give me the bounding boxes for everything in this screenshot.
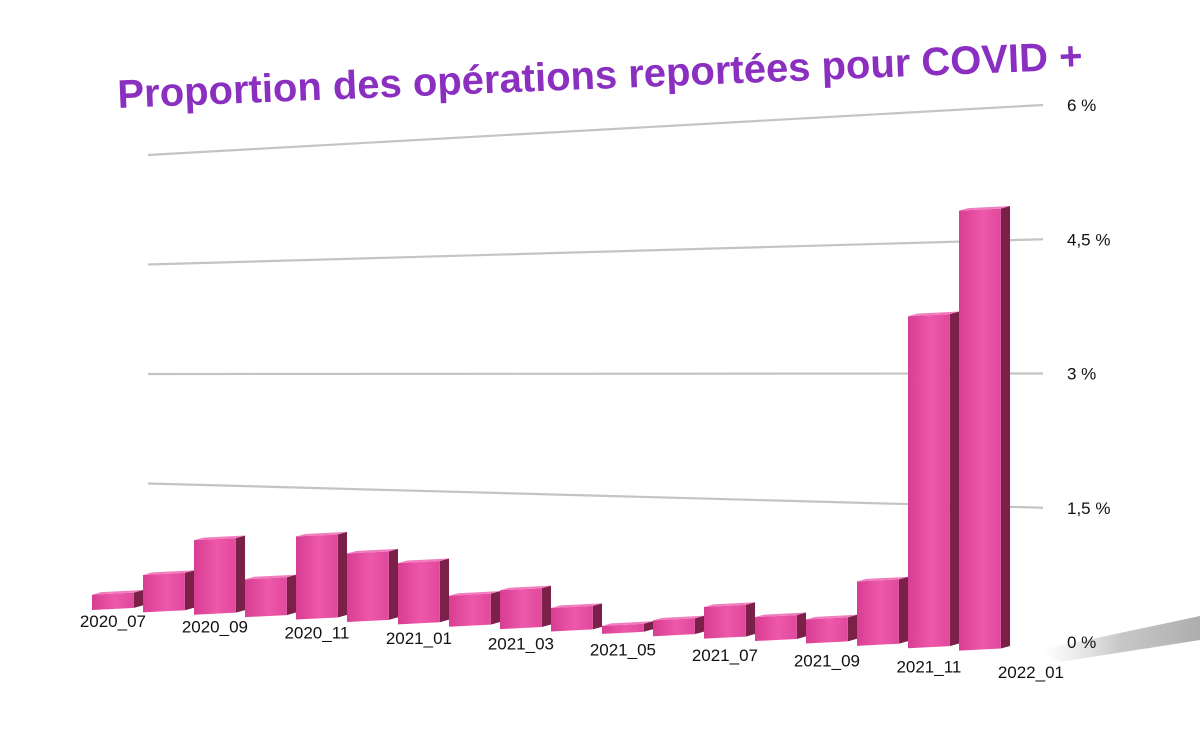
bar-side [592, 603, 603, 630]
x-axis-ticks: 2020_07 2020_09 2020_11 2021_01 2021_03 2021_… [80, 612, 1064, 682]
gridline [147, 482, 1044, 509]
x-tick-label: 2020_09 [182, 618, 248, 637]
bar-top [398, 558, 450, 564]
bar-front [92, 592, 134, 610]
bar-front [653, 618, 695, 637]
gridline [147, 103, 1044, 157]
bar-side [796, 612, 807, 639]
x-tick-label: 2021_01 [386, 629, 452, 648]
y-tick-label: 0 % [1067, 633, 1096, 652]
bar-top [653, 615, 705, 621]
bar-side [133, 590, 144, 608]
bar-2021_09 [806, 614, 858, 644]
bar-front [449, 593, 491, 627]
bar-side [643, 621, 654, 632]
x-tick-label: 2021_03 [488, 635, 554, 654]
bar-2021_10 [857, 576, 909, 646]
bar-top [806, 614, 858, 620]
bar-front [347, 551, 389, 622]
bar-top [959, 205, 1011, 211]
bar-2020_07 [92, 590, 144, 610]
bar-top [704, 602, 756, 607]
bar-2020_10 [245, 574, 297, 618]
x-tick-label: 2021_11 [896, 657, 961, 676]
bar-2020_08 [143, 570, 195, 613]
bar-front [704, 604, 746, 639]
bar-top [602, 621, 654, 626]
bar-side [490, 591, 501, 625]
x-tick-label: 2021_09 [794, 652, 860, 671]
bar-front [857, 579, 899, 646]
bar-2020_11 [296, 531, 348, 620]
bar-front [755, 615, 797, 642]
bar-side [286, 574, 297, 616]
x-tick-label: 2022_01 [998, 663, 1064, 682]
bar-front [398, 561, 440, 625]
bar-front [551, 605, 593, 632]
bars [92, 205, 1011, 651]
bar-top [500, 585, 552, 591]
bar-side [337, 531, 348, 618]
bar-top [449, 591, 501, 596]
bar-top [143, 570, 195, 575]
bar-front [602, 623, 644, 634]
bar-front [908, 314, 950, 649]
y-tick-label: 3 % [1067, 365, 1096, 384]
bar-front [296, 534, 338, 620]
bar-top [755, 612, 807, 618]
bar-side [184, 570, 195, 611]
bar-2021_12 [959, 205, 1011, 651]
bar-side [235, 535, 246, 613]
x-tick-label: 2021_05 [590, 640, 656, 659]
y-axis-ticks: 0 % 1,5 % 3 % 4,5 % 6 % [1067, 96, 1110, 652]
bar-top [857, 576, 909, 582]
gridline [147, 238, 1044, 266]
bar-front [143, 572, 185, 613]
bar-side [898, 576, 909, 644]
bar-2021_03 [500, 585, 552, 630]
bar-top [908, 311, 960, 317]
bar-front [806, 617, 848, 644]
bar-front [245, 577, 287, 618]
bar-2020_09 [194, 535, 246, 615]
x-tick-label: 2021_07 [692, 646, 758, 665]
bar-side [949, 311, 960, 647]
bar-top [551, 603, 603, 608]
bar-2021_01 [398, 558, 450, 625]
gridline [147, 372, 1044, 376]
y-tick-label: 1,5 % [1067, 499, 1110, 518]
bar-2021_06 [653, 615, 705, 637]
bar-side [694, 615, 705, 635]
bar-top [92, 590, 144, 595]
bar-side [745, 602, 756, 637]
bar-2021_11 [908, 311, 960, 649]
floor-shadow [1040, 616, 1200, 662]
y-tick-label: 6 % [1067, 96, 1096, 115]
bar-top [194, 535, 246, 541]
bar-front [500, 588, 542, 630]
x-tick-label: 2020_11 [284, 623, 349, 642]
bar-side [847, 614, 858, 642]
bar-2021_04 [551, 603, 603, 632]
bar-top [347, 548, 399, 554]
chart-title: Proportion des opérations reportées pour… [117, 34, 1084, 117]
bar-top [245, 574, 297, 580]
bar-side [388, 548, 399, 620]
bar-2020_12 [347, 548, 399, 622]
grid-lines [147, 103, 1044, 509]
bar-side [439, 558, 450, 623]
bar-front [959, 208, 1001, 651]
bar-side [1000, 205, 1011, 649]
bar-front [194, 538, 236, 615]
bar-2021_07 [704, 602, 756, 639]
bar-2021_02 [449, 591, 501, 627]
bar-2021_05 [602, 621, 654, 634]
bar-side [541, 585, 552, 628]
y-tick-label: 4,5 % [1067, 230, 1110, 249]
bar-2021_08 [755, 612, 807, 642]
x-tick-label: 2020_07 [80, 612, 146, 631]
bar-top [296, 531, 348, 537]
